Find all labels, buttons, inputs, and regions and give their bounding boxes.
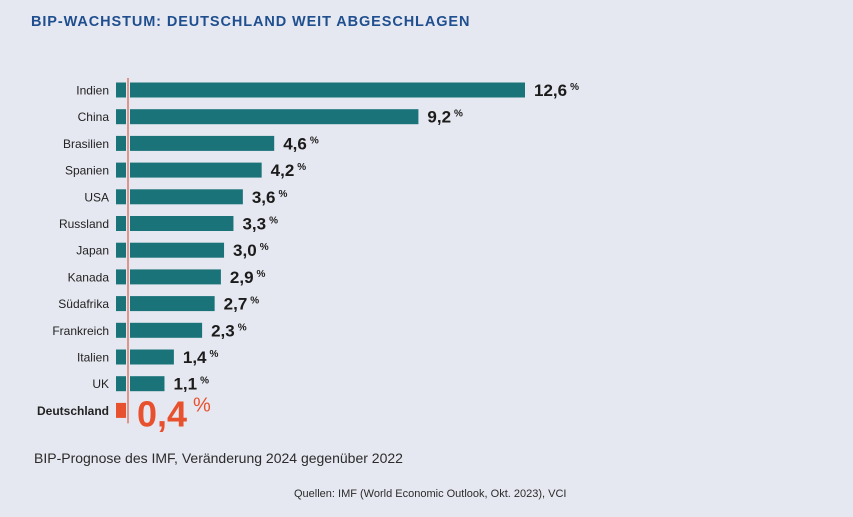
bar-chart: Indien 12,6 % China 9,2 % Brasilien 4,6 % Spanien… [37, 78, 579, 434]
chart-title: BIP-WACHSTUM: DEUTSCHLAND WEIT ABGESCHLA… [31, 14, 471, 30]
unit-label: % [454, 109, 463, 120]
bar-marker [116, 402, 126, 418]
bar-marker [116, 162, 126, 178]
bar-marker [116, 189, 126, 205]
bar-marker [116, 135, 126, 151]
bar-marker [116, 109, 126, 125]
value-label: 3,0% [233, 241, 269, 260]
bar [130, 376, 165, 392]
bar [130, 189, 243, 205]
category-label: Russland [59, 217, 109, 231]
bar-marker [116, 376, 126, 392]
unit-label: % [238, 322, 247, 333]
value-label: 2,9% [230, 268, 266, 287]
category-label: Kanada [68, 270, 110, 284]
category-label: Indien [76, 84, 109, 98]
unit-label: % [193, 394, 211, 416]
bar [130, 269, 221, 285]
value-label: 2,7% [224, 295, 260, 314]
unit-label: % [250, 296, 259, 307]
value-label: 0,4% [137, 393, 211, 434]
bar [130, 242, 225, 258]
category-label: Südafrika [58, 297, 109, 311]
value-label: 1,4% [183, 348, 219, 367]
category-label: Japan [76, 244, 109, 258]
category-label: Italien [77, 351, 109, 365]
unit-label: % [200, 376, 209, 387]
value-label: 3,3% [242, 215, 278, 234]
bar-marker [116, 296, 126, 312]
bar-marker [116, 322, 126, 338]
bar [130, 322, 203, 338]
bar [130, 296, 215, 312]
unit-label: % [297, 162, 306, 173]
bar [130, 109, 419, 125]
bar [130, 349, 174, 365]
category-label: Brasilien [63, 137, 109, 151]
unit-label: % [269, 216, 278, 227]
value-label: 2,3% [211, 321, 247, 340]
bar-marker [116, 82, 126, 98]
bar-marker [116, 242, 126, 258]
category-label: UK [92, 377, 109, 391]
bar [130, 135, 275, 151]
category-label: Frankreich [52, 324, 109, 338]
value-label: 12,6% [534, 81, 579, 100]
unit-label: % [278, 189, 287, 200]
value-label: 3,6% [252, 188, 288, 207]
bar-marker [116, 216, 126, 231]
bar [130, 216, 234, 231]
bar-marker [116, 269, 126, 285]
category-label: China [78, 110, 110, 124]
value-label: 4,6% [283, 134, 319, 153]
value-label: 4,2% [271, 161, 307, 180]
bar [130, 162, 262, 178]
bar-marker [116, 349, 126, 365]
category-label: Spanien [65, 164, 109, 178]
category-label: Deutschland [37, 404, 109, 418]
unit-label: % [310, 135, 319, 146]
unit-label: % [260, 242, 269, 253]
unit-label: % [210, 349, 219, 360]
category-label: USA [84, 190, 109, 204]
unit-label: % [257, 269, 266, 280]
bar [130, 82, 525, 98]
source-note: Quellen: IMF (World Economic Outlook, Ok… [294, 488, 567, 500]
unit-label: % [570, 82, 579, 93]
chart-subtitle: BIP-Prognose des IMF, Veränderung 2024 g… [34, 450, 403, 466]
value-label: 1,1% [173, 375, 209, 394]
value-label: 9,2% [427, 108, 463, 127]
